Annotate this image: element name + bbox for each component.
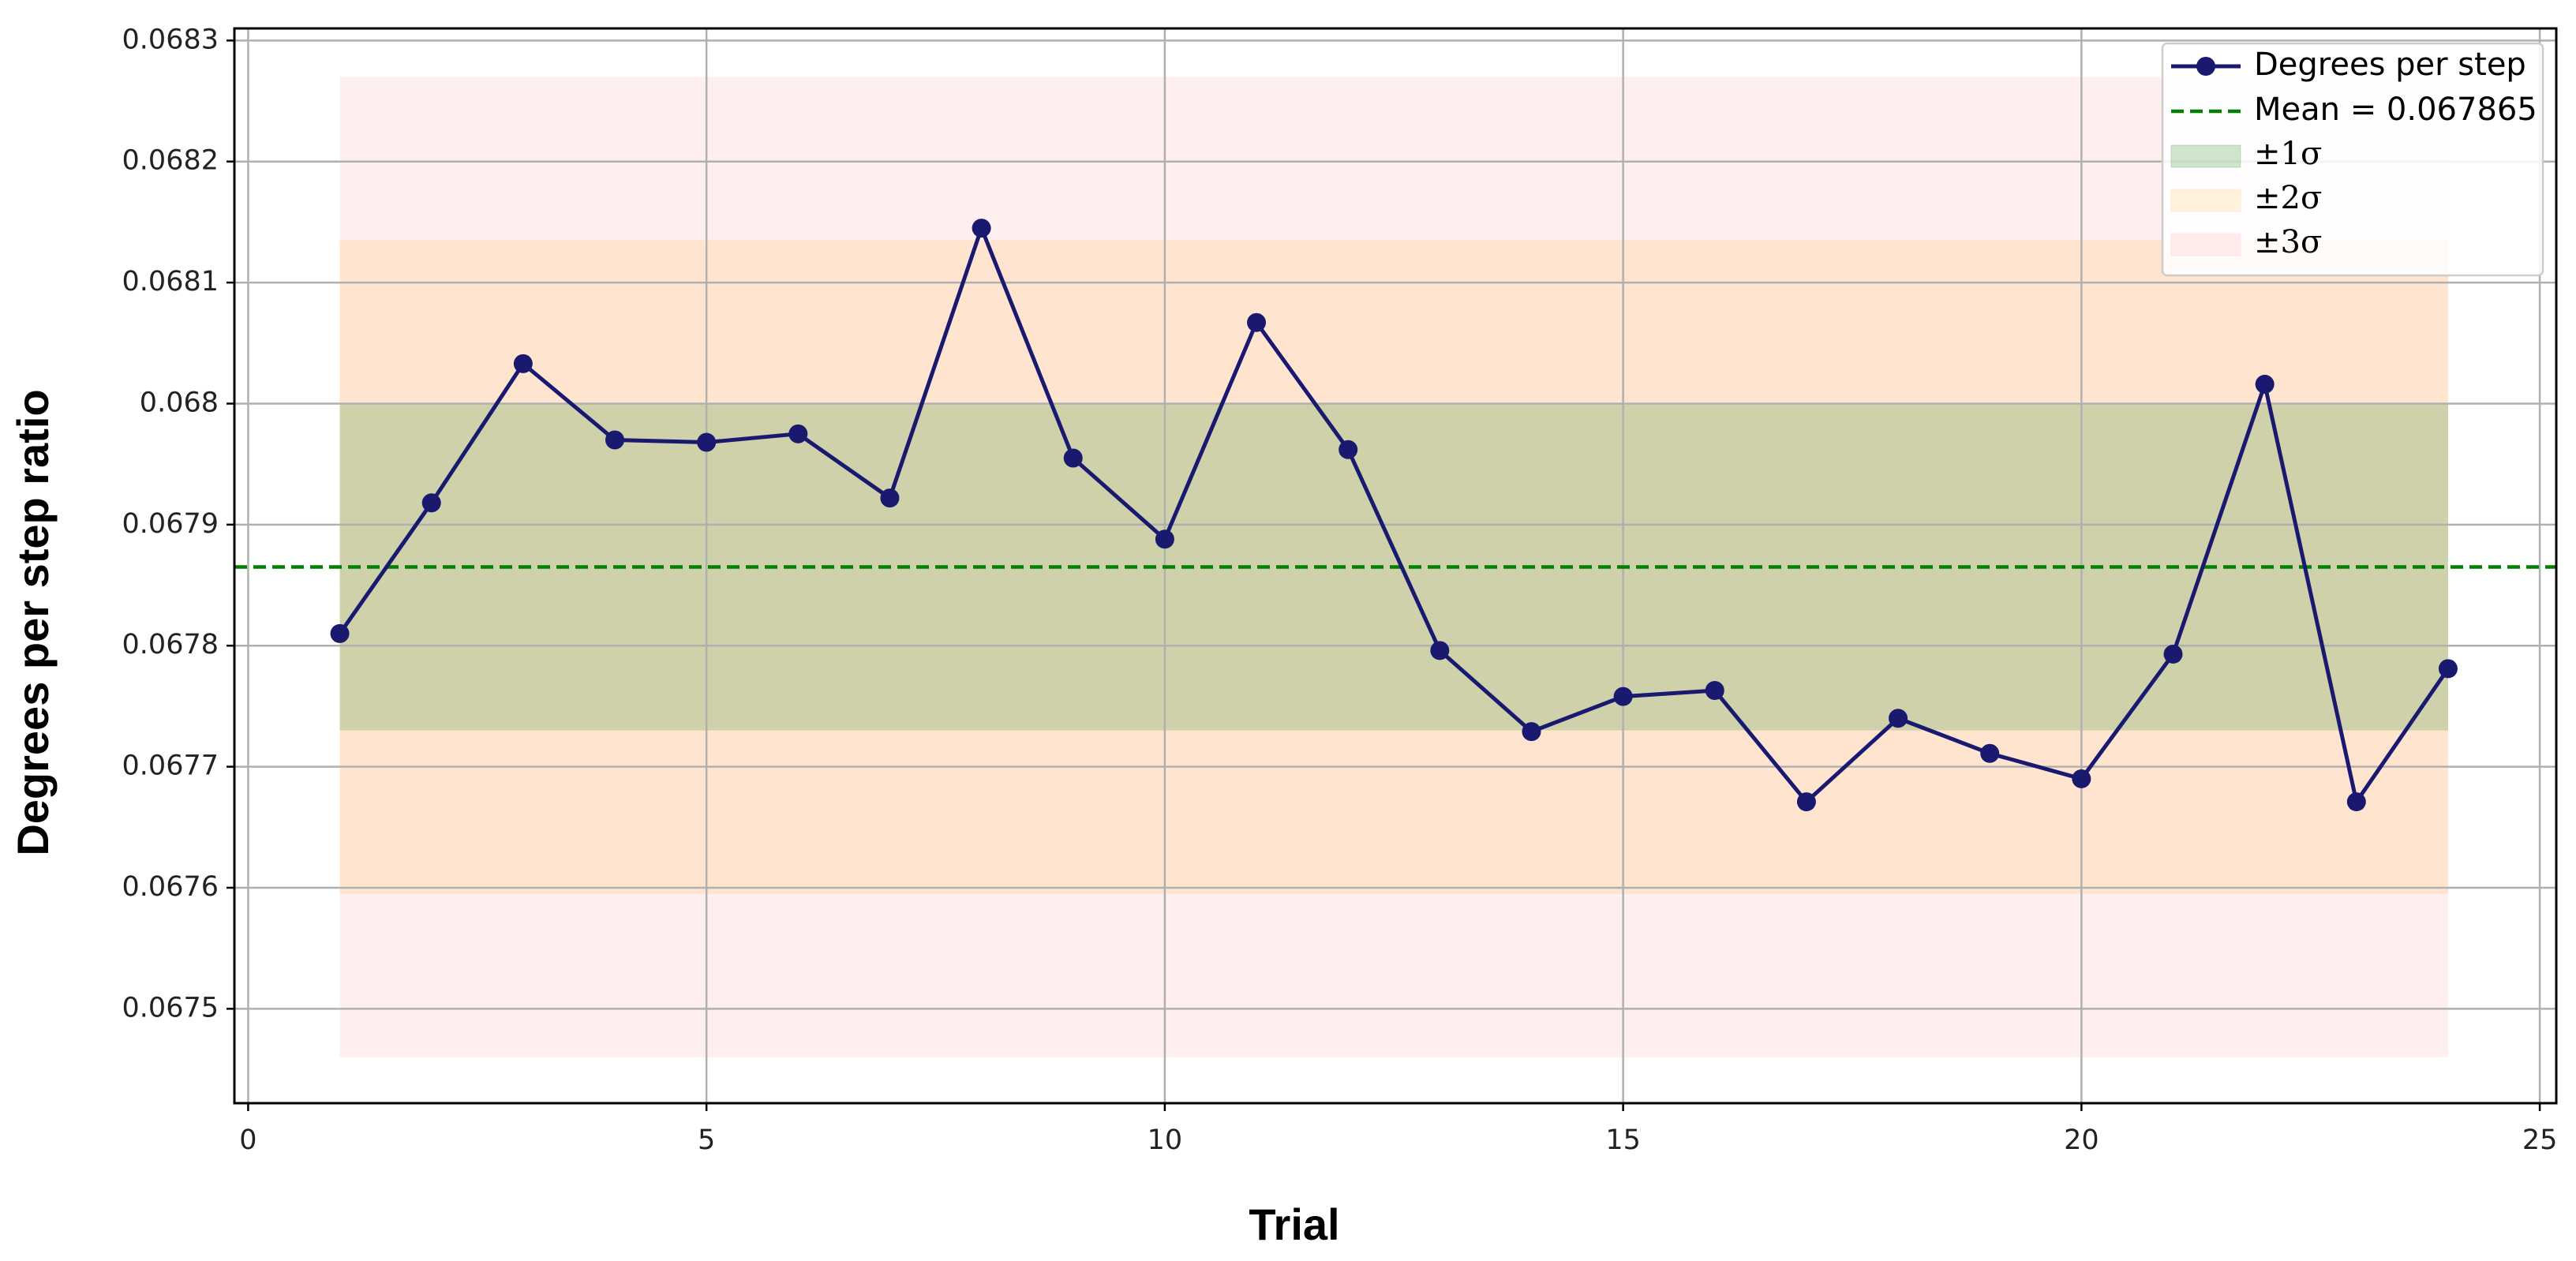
data-line	[338, 222, 2451, 807]
x-tick-label: 5	[698, 1124, 715, 1156]
x-tick-label: 25	[2522, 1124, 2558, 1156]
data-point	[605, 430, 625, 450]
data-point	[1247, 312, 1267, 332]
data-point	[1889, 709, 1908, 728]
data-point	[1339, 440, 1358, 459]
x-tick-label: 10	[1148, 1124, 1183, 1156]
data-point	[788, 424, 808, 443]
x-tick-label: 15	[1605, 1124, 1641, 1156]
legend-marker	[2196, 57, 2215, 76]
legend-label: Degrees per step	[2254, 47, 2526, 83]
data-point	[421, 493, 441, 513]
data-point	[1796, 792, 1816, 812]
legend-label: ±3σ	[2254, 224, 2322, 260]
y-tick-label: 0.0682	[122, 145, 219, 177]
data-point	[697, 432, 717, 452]
data-point	[880, 488, 900, 508]
data-point	[1705, 680, 1724, 700]
y-tick-label: 0.0679	[122, 508, 219, 540]
legend-swatch	[2170, 144, 2241, 168]
legend-swatch	[2170, 189, 2241, 212]
y-axis-label: Degrees per step ratio	[8, 389, 58, 855]
data-point	[1155, 529, 1174, 549]
y-tick-label: 0.0683	[122, 24, 219, 55]
data-point	[2163, 644, 2183, 664]
legend-label: ±1σ	[2254, 136, 2322, 172]
data-point	[972, 219, 991, 238]
y-tick-label: 0.0681	[122, 266, 219, 297]
legend-box	[2161, 42, 2544, 277]
data-point	[2072, 769, 2091, 788]
y-tick-label: 0.0675	[122, 992, 219, 1023]
data-point	[330, 623, 350, 643]
data-point	[2438, 659, 2458, 679]
legend: Degrees per step Mean = 0.067865 ±1σ ±2σ ±3σ	[2161, 42, 2544, 277]
plot-frame	[233, 27, 2558, 1105]
data-point	[1522, 722, 1541, 742]
data-point	[2346, 792, 2366, 812]
y-tick-label: 0.0677	[122, 750, 219, 782]
y-tick-label: 0.0678	[122, 629, 219, 660]
y-tick-label: 0.0676	[122, 871, 219, 903]
legend-swatch	[2170, 233, 2241, 256]
data-point	[513, 354, 533, 373]
data-point	[1980, 743, 2000, 763]
data-point	[1430, 641, 1450, 660]
data-point	[2255, 374, 2275, 394]
legend-label: Mean = 0.067865	[2254, 92, 2537, 128]
data-point	[1063, 448, 1083, 468]
legend-label: ±2σ	[2254, 180, 2322, 216]
x-axis-label: Trial	[1249, 1199, 1339, 1249]
x-tick-label: 20	[2064, 1124, 2099, 1156]
data-point	[1613, 687, 1633, 706]
x-tick-label: 0	[239, 1124, 256, 1156]
y-tick-label: 0.068	[140, 387, 219, 418]
